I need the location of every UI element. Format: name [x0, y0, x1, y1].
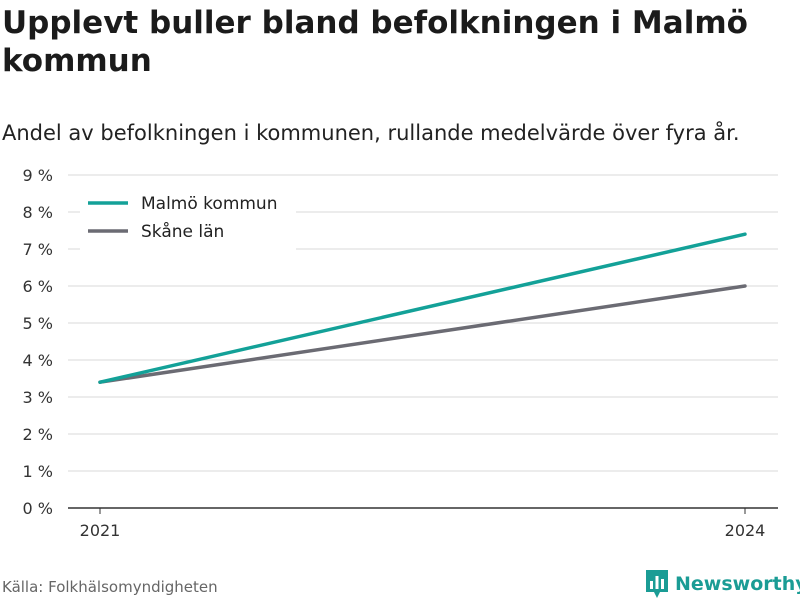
series-line-0 — [98, 232, 747, 384]
y-axis-ticks: 0 % 1 % 2 % 3 % 4 % 5 % 6 % 7 % 8 % 9 % — [23, 166, 53, 518]
y-tick-label: 7 % — [23, 240, 53, 259]
line-chart: 0 %1 %2 %3 %4 %5 %6 %7 %8 %9 % 2021 2024 … — [23, 166, 778, 540]
chart-title: Upplevt buller bland befolkningen i Malm… — [2, 5, 748, 79]
brand-name: Newsworthy — [675, 573, 800, 595]
series-lines — [98, 232, 747, 384]
x-axis: 2021 2024 — [68, 507, 778, 540]
y-tick-label: 2 % — [23, 425, 53, 444]
legend-label: Malmö kommun — [141, 194, 277, 214]
legend: Malmö kommun Skåne län — [80, 188, 296, 250]
y-tick-label: 9 % — [23, 166, 53, 185]
x-tick-label: 2021 — [80, 521, 121, 540]
legend-label: Skåne län — [141, 221, 224, 242]
chart-subtitle: Andel av befolkningen i kommunen, rullan… — [2, 121, 740, 145]
y-tick-label: 6 % — [23, 277, 53, 296]
newsworthy-logo-icon — [646, 570, 668, 598]
y-tick-label: 1 % — [23, 462, 53, 481]
legend-background — [80, 188, 296, 250]
y-tick-label: 3 % — [23, 388, 53, 407]
y-tick-label: 0 % — [23, 499, 53, 518]
y-tick-label: 8 % — [23, 203, 53, 222]
source-note: Källa: Folkhälsomyndigheten — [2, 578, 218, 596]
y-tick-label: 4 % — [23, 351, 53, 370]
x-tick-label: 2024 — [725, 521, 766, 540]
brand-logo: Newsworthy — [645, 569, 800, 599]
y-tick-label: 5 % — [23, 314, 53, 333]
series-line-1 — [98, 284, 747, 384]
